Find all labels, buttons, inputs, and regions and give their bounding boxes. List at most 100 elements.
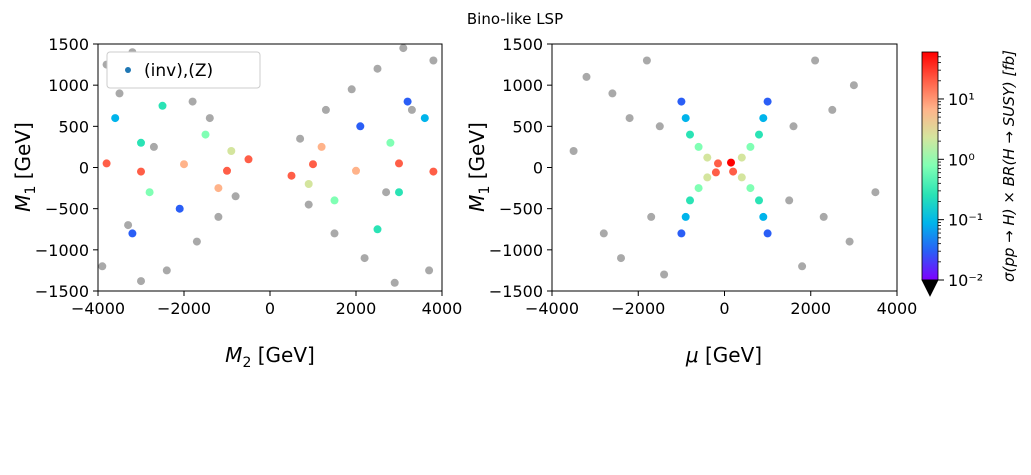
colored-point (111, 114, 120, 123)
background-point (569, 147, 578, 155)
colorbar-tick-label: 10¹ (948, 90, 975, 109)
y-axis-label-right: M1 [GeV] (465, 122, 493, 212)
y-tick-label: 1500 (502, 35, 543, 54)
background-point (608, 89, 617, 98)
colored-point (145, 188, 154, 197)
y-tick-label: −1500 (35, 282, 89, 301)
background-point (798, 262, 807, 271)
colored-point (137, 138, 145, 147)
colored-point (309, 160, 317, 169)
background-point (789, 122, 798, 131)
background-point (425, 266, 434, 275)
colored-point (763, 97, 772, 106)
y-tick-label: −500 (45, 200, 89, 219)
colored-point (729, 167, 738, 176)
colored-point (763, 229, 772, 238)
colored-point (356, 122, 365, 131)
background-point (625, 114, 634, 123)
background-point (828, 105, 837, 114)
points-right (569, 56, 880, 279)
colored-point (180, 160, 188, 169)
background-point (347, 85, 356, 94)
legend-label: (inv),(Z) (144, 61, 213, 81)
colored-point (711, 168, 720, 177)
colored-point (304, 180, 313, 188)
x-tick-label: −2000 (157, 299, 211, 318)
colored-point (737, 153, 746, 162)
background-point (205, 114, 214, 123)
figure-title: Bino-like LSP (467, 10, 563, 28)
colored-point (352, 166, 360, 175)
colored-point (175, 204, 184, 213)
background-point (655, 122, 664, 131)
colored-point (681, 212, 690, 221)
x-tick-label: 0 (265, 299, 275, 318)
colored-point (703, 173, 712, 182)
y-tick-label: 1000 (502, 76, 543, 95)
colorbar-gradient (921, 51, 939, 281)
plot-frame-right (551, 43, 898, 292)
legend-marker (125, 67, 131, 73)
colorbar-ticks: 10⁻² 10⁻¹ 10⁰ 10¹ (938, 56, 983, 290)
colored-point (201, 130, 210, 139)
background-point (296, 134, 305, 143)
y-axis-label-left: M1 [GeV] (11, 122, 39, 212)
colored-point (759, 114, 768, 123)
colored-point (287, 171, 296, 180)
colored-point (403, 97, 412, 106)
axis-ticks-left: −4000 −2000 0 2000 4000 −1500 −1000 −500 0 500 100… (35, 35, 462, 318)
colored-point (128, 229, 137, 238)
colored-point (244, 155, 253, 164)
panel-left: −4000 −2000 0 2000 4000 −1500 −1000 −500 0 500 100… (11, 35, 462, 371)
background-point (188, 97, 197, 106)
x-tick-label: −4000 (525, 299, 579, 318)
background-point (811, 56, 820, 65)
background-point (124, 221, 133, 230)
colored-point (330, 196, 339, 205)
background-point (399, 44, 408, 53)
x-tick-label: −2000 (611, 299, 665, 318)
legend-box (106, 51, 261, 89)
background-point (642, 56, 651, 65)
background-point (304, 200, 313, 209)
background-point (647, 212, 656, 221)
background-point (137, 277, 145, 286)
colored-point (746, 142, 755, 151)
y-tick-label: 1500 (48, 35, 89, 54)
colored-point (223, 166, 231, 175)
x-tick-label: 0 (719, 299, 729, 318)
colored-point (677, 97, 686, 106)
colorbar: 10⁻² 10⁻¹ 10⁰ 10¹ σ(pp → H) × BR(H → SUSY) … (921, 50, 1018, 297)
background-point (214, 212, 223, 221)
colored-point (755, 196, 763, 205)
colorbar-tick-label: 10⁻¹ (948, 211, 983, 230)
y-tick-label: −1000 (489, 241, 543, 260)
panel-right: −4000 −2000 0 2000 4000 −1500 −1000 −500 0 500 100… (465, 35, 917, 367)
background-point (231, 192, 240, 201)
y-tick-label: −1000 (35, 241, 89, 260)
background-point (390, 278, 399, 287)
y-tick-label: 1000 (48, 76, 89, 95)
points-left (98, 44, 438, 287)
colorbar-tick-label: 10⁰ (948, 150, 975, 169)
background-point (192, 237, 201, 246)
background-point (871, 188, 880, 197)
y-tick-label: 0 (533, 159, 543, 178)
x-axis-label-left: M2 [GeV] (225, 343, 315, 371)
colored-point (737, 173, 746, 182)
y-tick-label: 0 (79, 159, 89, 178)
colorbar-tick-label: 10⁻² (948, 271, 983, 290)
colored-point (755, 130, 763, 139)
colored-point (694, 184, 703, 193)
background-point (660, 270, 669, 279)
colored-point (714, 159, 722, 168)
background-point (599, 229, 608, 238)
colored-point (686, 196, 694, 205)
y-tick-label: −500 (499, 200, 543, 219)
colored-point (373, 225, 382, 234)
background-point (373, 64, 382, 73)
background-point (115, 89, 124, 98)
colored-point (420, 114, 429, 123)
colored-point (681, 114, 690, 123)
background-point (98, 262, 107, 271)
